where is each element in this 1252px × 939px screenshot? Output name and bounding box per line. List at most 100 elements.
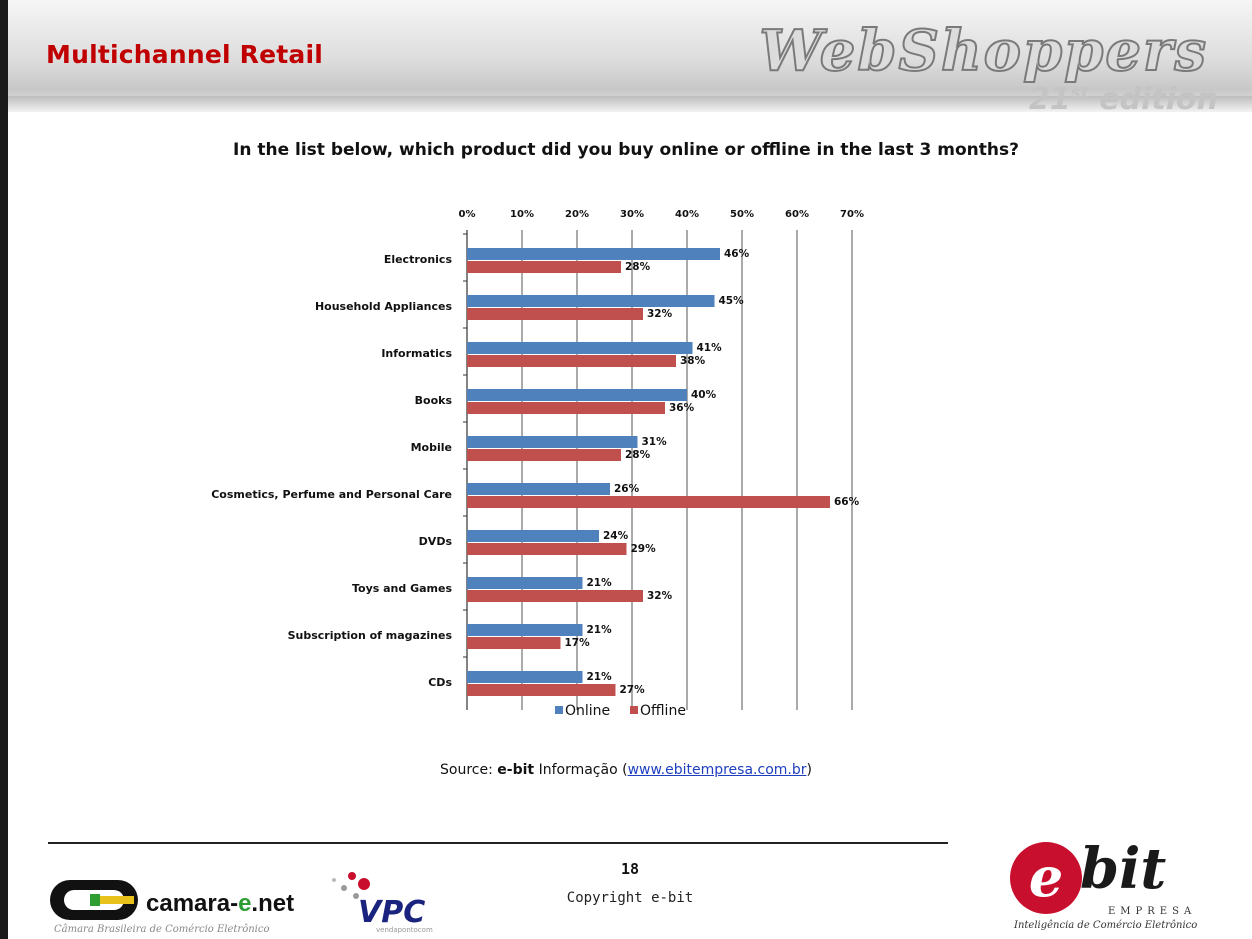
camara-mark-icon [50, 880, 138, 920]
camara-name-e: e [238, 890, 252, 917]
vpc-dot [353, 893, 359, 899]
category-labels: Electronics Household Appliances Informati… [211, 253, 452, 689]
bar-online [467, 342, 693, 354]
page-border [0, 0, 8, 939]
value-label-online: 24% [603, 530, 629, 542]
source-prefix: Source: [440, 762, 493, 778]
value-label-online: 26% [614, 483, 640, 495]
x-tick-label: 0% [459, 209, 476, 220]
source-brand: e-bit [497, 762, 535, 778]
bar-online [467, 530, 599, 542]
bar-offline [467, 590, 643, 602]
value-label-offline: 27% [620, 684, 646, 696]
bar-online [467, 671, 583, 683]
bar-offline [467, 402, 665, 414]
camara-enet-logo: camara-e.net Câmara Brasileira de Comérc… [50, 876, 300, 936]
value-label-online: 45% [719, 295, 745, 307]
category-label: DVDs [419, 535, 453, 548]
bar-online [467, 436, 638, 448]
ebit-logo: e bit EMPRESA Inteligência de Comércio E… [1008, 830, 1223, 938]
copyright-text: Copyright e-bit [566, 890, 694, 906]
edition-word: edition [1099, 82, 1218, 117]
ebit-tagline: Inteligência de Comércio Eletrônico [1014, 920, 1198, 931]
bar-online [467, 248, 720, 260]
x-tick-label: 30% [620, 209, 644, 220]
legend-swatch-offline [630, 706, 638, 714]
category-label: CDs [428, 676, 452, 689]
ebit-e-icon: e [1010, 842, 1082, 914]
ebit-empresa: EMPRESA [1108, 906, 1197, 917]
value-label-offline: 28% [625, 449, 651, 461]
vpc-dot [332, 878, 336, 882]
bar-offline [467, 261, 621, 273]
slide-header [8, 0, 1252, 112]
value-label-offline: 17% [565, 637, 591, 649]
value-labels: 46%28%45%32%41%38%40%36%31%28%26%66%24%2… [565, 248, 860, 696]
value-label-offline: 38% [680, 355, 706, 367]
category-label: Informatics [381, 347, 452, 360]
legend-label-online: Online [565, 703, 610, 719]
category-label: Mobile [411, 441, 452, 454]
svg-text:e: e [1029, 845, 1063, 909]
bar-offline [467, 543, 627, 555]
value-label-offline: 28% [625, 261, 651, 273]
source-line: Source: e-bit Informação (www.ebitempres… [440, 762, 812, 778]
edition-label: 21st edition [1029, 82, 1218, 117]
vpc-dot [348, 872, 356, 880]
bar-online [467, 624, 583, 636]
category-label: Books [415, 394, 453, 407]
x-tick-label: 10% [510, 209, 534, 220]
source-text: Informação [538, 762, 618, 778]
vpc-subtitle: vendapontocom [376, 926, 433, 934]
value-label-offline: 66% [834, 496, 860, 508]
legend-label-offline: Offline [640, 703, 686, 719]
bar-online [467, 483, 610, 495]
x-axis-ticks: 0% 10% 20% 30% 40% 50% 60% 70% [459, 209, 864, 220]
value-label-offline: 29% [631, 543, 657, 555]
legend: Online Offline [555, 703, 686, 719]
camara-name-tail: .net [251, 890, 295, 917]
vpc-dot [341, 885, 347, 891]
vpc-wordmark: VPC [358, 895, 425, 930]
bar-offline [467, 637, 561, 649]
bar-offline [467, 449, 621, 461]
value-label-online: 46% [724, 248, 750, 260]
webshoppers-logo: WebShoppers [758, 17, 1208, 85]
x-tick-label: 60% [785, 209, 809, 220]
camara-name: camara-e.net [146, 890, 294, 918]
bar-offline [467, 308, 643, 320]
slide-title: Multichannel Retail [46, 40, 324, 69]
value-label-online: 41% [697, 342, 723, 354]
category-label: Household Appliances [315, 300, 453, 313]
ebit-wordmark: bit [1080, 836, 1167, 902]
bar-offline [467, 496, 830, 508]
bar-chart: 0% 10% 20% 30% 40% 50% 60% 70% Electronics House… [211, 209, 864, 719]
value-label-online: 40% [691, 389, 717, 401]
source-link[interactable]: www.ebitempresa.com.br [627, 762, 807, 778]
category-label: Electronics [384, 253, 453, 266]
bar-offline [467, 355, 676, 367]
value-label-offline: 32% [647, 308, 673, 320]
camara-subtitle: Câmara Brasileira de Comércio Eletrônico [54, 924, 270, 935]
bar-online [467, 295, 715, 307]
category-label: Toys and Games [352, 582, 452, 595]
value-label-offline: 36% [669, 402, 695, 414]
vpc-logo: VPC vendapontocom [332, 872, 433, 934]
camara-name-main: camara- [146, 890, 239, 917]
chart-question: In the list below, which product did you… [233, 140, 1019, 160]
bar-online [467, 389, 687, 401]
value-label-offline: 32% [647, 590, 673, 602]
edition-number: 21 [1028, 82, 1071, 117]
bar-online [467, 577, 583, 589]
header-shadow [8, 96, 1252, 112]
vpc-dot [358, 878, 370, 890]
value-label-online: 21% [587, 624, 613, 636]
x-tick-label: 40% [675, 209, 699, 220]
bars [467, 248, 830, 696]
value-label-online: 21% [587, 671, 613, 683]
x-tick-label: 50% [730, 209, 754, 220]
bar-offline [467, 684, 616, 696]
value-label-online: 31% [642, 436, 668, 448]
value-label-online: 21% [587, 577, 613, 589]
page-number: 18 [620, 860, 640, 878]
